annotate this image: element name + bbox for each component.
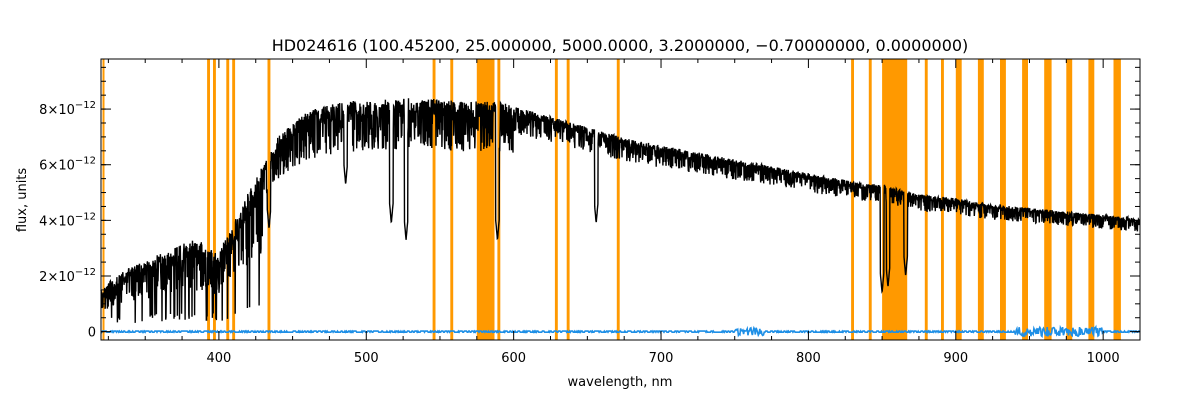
plot-frame <box>100 58 1141 341</box>
y-axis-label: flux, units <box>15 168 30 233</box>
masked-region-3 <box>226 59 230 340</box>
masked-region-2 <box>213 59 216 340</box>
masked-region-12 <box>616 59 620 340</box>
x-tick-label: 500 <box>354 351 379 366</box>
masked-region-1 <box>207 59 210 340</box>
masked-region-7 <box>450 59 454 340</box>
masked-region-21 <box>1022 59 1028 340</box>
x-axis-ticks: 400 500 600 700 800 900 1000 <box>107 59 1120 366</box>
x-tick-label: 600 <box>501 351 526 366</box>
chart-title: HD024616 (100.45200, 25.000000, 5000.000… <box>272 36 969 55</box>
masked-region-22 <box>1044 59 1052 340</box>
masked-region-25 <box>1113 59 1121 340</box>
masked-region-20 <box>1000 59 1006 340</box>
flux-series <box>100 98 1141 323</box>
x-tick-label: 800 <box>796 351 821 366</box>
masked-region-11 <box>566 59 570 340</box>
masked-region-4 <box>232 59 236 340</box>
y-tick-label: 6×10−12 <box>39 156 96 174</box>
masked-region-0 <box>102 59 105 340</box>
masked-region-23 <box>1066 59 1073 340</box>
masked-region-10 <box>554 59 558 340</box>
flux-line <box>100 98 1141 323</box>
y-tick-label: 0 <box>88 326 96 341</box>
error-series <box>100 324 1141 339</box>
y-tick-label: 4×10−12 <box>39 211 96 229</box>
y-tick-label: 2×10−12 <box>39 267 96 285</box>
x-tick-label: 700 <box>649 351 674 366</box>
masked-region-6 <box>432 59 436 340</box>
x-tick-label: 900 <box>943 351 968 366</box>
masked-region-19 <box>977 59 984 340</box>
masked-region-24 <box>1088 59 1095 340</box>
masked-region-8 <box>476 59 495 340</box>
masked-region-13 <box>851 59 854 340</box>
x-tick-label: 400 <box>206 351 231 366</box>
error-line <box>100 324 1141 339</box>
x-axis-label: wavelength, nm <box>568 375 673 390</box>
x-tick-label: 1000 <box>1087 351 1120 366</box>
masked-region-18 <box>955 59 962 340</box>
y-axis-ticks: 0 2×10−12 4×10−12 6×10−12 8×10−12 <box>39 66 1140 341</box>
masked-region-5 <box>267 59 271 340</box>
y-tick-label: 8×10−12 <box>39 100 96 118</box>
